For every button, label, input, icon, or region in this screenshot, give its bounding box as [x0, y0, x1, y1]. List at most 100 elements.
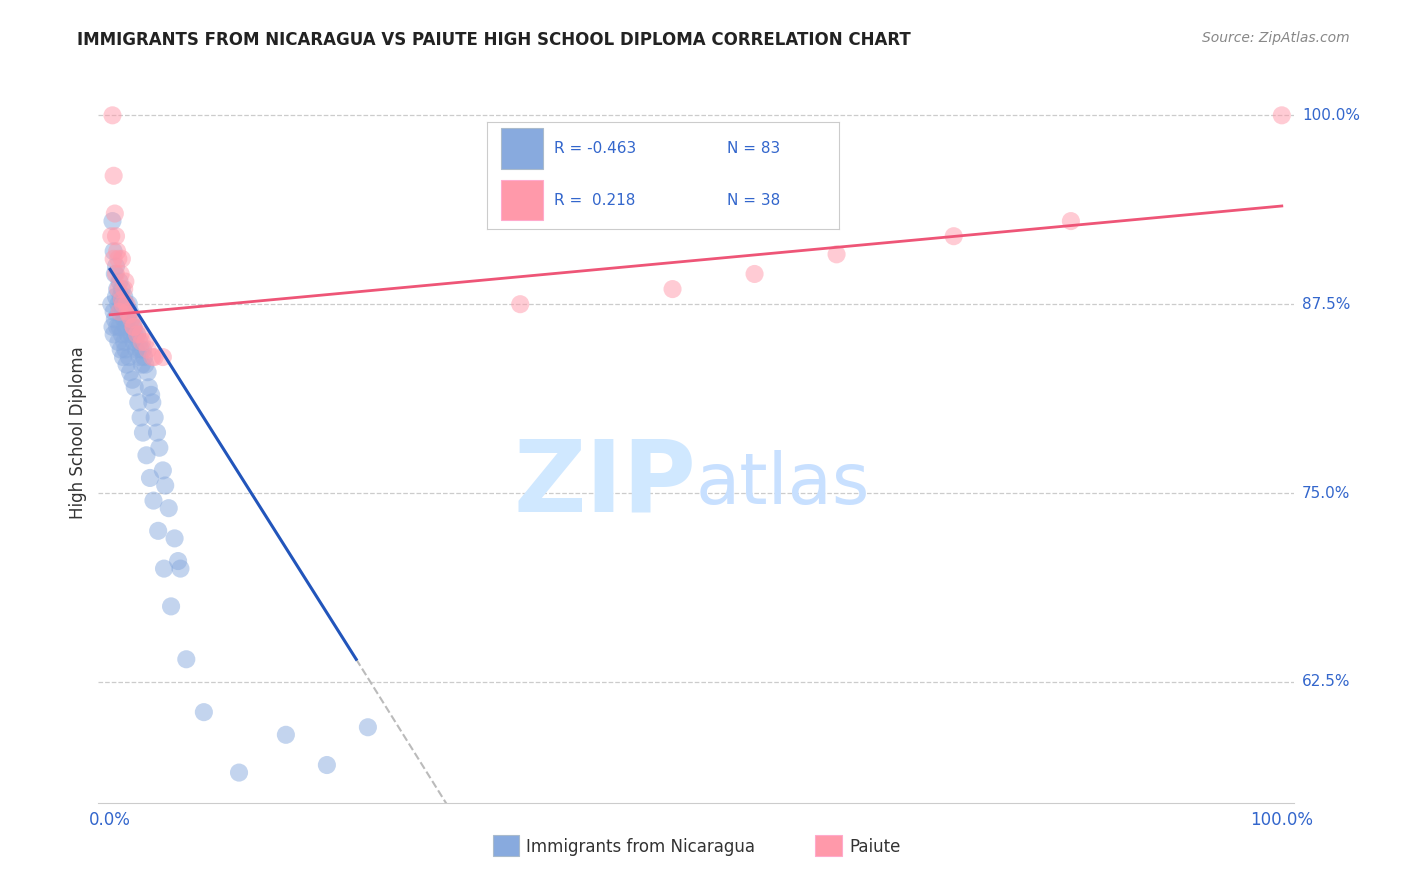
Point [101, 319, 124, 334]
Point [122, 319, 145, 334]
Text: Source: ZipAtlas.com: Source: ZipAtlas.com [1202, 31, 1350, 45]
Point [148, 441, 170, 455]
Point [124, 380, 146, 394]
Point [134, 358, 156, 372]
Point [110, 290, 132, 304]
Point [122, 319, 145, 334]
Point [142, 493, 165, 508]
Point [163, 532, 186, 546]
Point [121, 319, 143, 334]
Point [129, 327, 152, 342]
Point [110, 267, 132, 281]
Point [112, 334, 135, 349]
Point [125, 343, 148, 357]
Point [132, 343, 155, 357]
Point [120, 312, 142, 326]
Point [103, 304, 125, 318]
Point [104, 206, 127, 220]
Point [152, 463, 174, 477]
Text: 100.0%: 100.0% [1302, 108, 1360, 123]
Point [131, 334, 153, 349]
Point [155, 478, 177, 492]
Point [107, 282, 129, 296]
Point [127, 327, 149, 342]
Point [105, 319, 128, 334]
Point [104, 267, 127, 281]
Point [100, 297, 122, 311]
Point [105, 290, 128, 304]
Point [120, 304, 141, 318]
Point [103, 169, 125, 183]
Point [228, 765, 250, 780]
Point [661, 282, 683, 296]
Point [105, 282, 128, 296]
Y-axis label: High School Diploma: High School Diploma [69, 346, 87, 519]
Point [112, 297, 135, 311]
Point [174, 652, 197, 666]
Point [114, 343, 136, 357]
Point [357, 720, 380, 734]
Point [129, 343, 152, 357]
Point [153, 561, 176, 575]
Point [107, 252, 129, 266]
Point [114, 297, 136, 311]
Point [108, 319, 131, 334]
Point [108, 275, 131, 289]
Point [124, 327, 146, 342]
Point [114, 319, 136, 334]
Point [127, 395, 149, 409]
Point [101, 214, 124, 228]
Point [122, 334, 145, 349]
Point [143, 350, 166, 364]
Point [111, 327, 134, 342]
Point [141, 395, 163, 409]
Point [131, 358, 153, 372]
Point [129, 410, 152, 425]
Point [115, 304, 138, 318]
Point [112, 290, 135, 304]
Text: 87.5%: 87.5% [1302, 297, 1350, 311]
Point [105, 260, 128, 274]
Point [128, 334, 150, 349]
Point [118, 350, 141, 364]
Point [111, 293, 134, 307]
Point [141, 388, 163, 402]
Text: atlas: atlas [696, 450, 870, 519]
Point [112, 312, 135, 326]
Point [509, 297, 531, 311]
Point [132, 350, 156, 364]
Point [105, 244, 128, 259]
Text: IMMIGRANTS FROM NICARAGUA VS PAIUTE HIGH SCHOOL DIPLOMA CORRELATION CHART: IMMIGRANTS FROM NICARAGUA VS PAIUTE HIGH… [77, 31, 911, 49]
Point [112, 282, 135, 296]
Point [112, 350, 135, 364]
Point [110, 343, 132, 357]
Point [160, 599, 183, 614]
Point [112, 304, 135, 318]
Point [744, 267, 766, 281]
Point [107, 334, 129, 349]
Point [103, 244, 125, 259]
Point [1271, 108, 1294, 122]
Point [127, 327, 149, 342]
Point [139, 471, 162, 485]
Point [114, 275, 136, 289]
Point [825, 247, 848, 261]
Point [105, 267, 128, 281]
Point [100, 229, 122, 244]
Text: 62.5%: 62.5% [1302, 674, 1350, 690]
Bar [815, 835, 842, 856]
Point [105, 229, 128, 244]
Point [316, 758, 339, 772]
Point [169, 561, 191, 575]
Point [152, 350, 174, 364]
Point [117, 304, 139, 318]
Bar [494, 835, 519, 856]
Point [141, 350, 163, 364]
Point [120, 327, 142, 342]
Point [121, 373, 143, 387]
Point [157, 501, 180, 516]
Point [122, 319, 145, 334]
Point [118, 297, 141, 311]
Point [103, 252, 125, 266]
Point [148, 524, 170, 538]
